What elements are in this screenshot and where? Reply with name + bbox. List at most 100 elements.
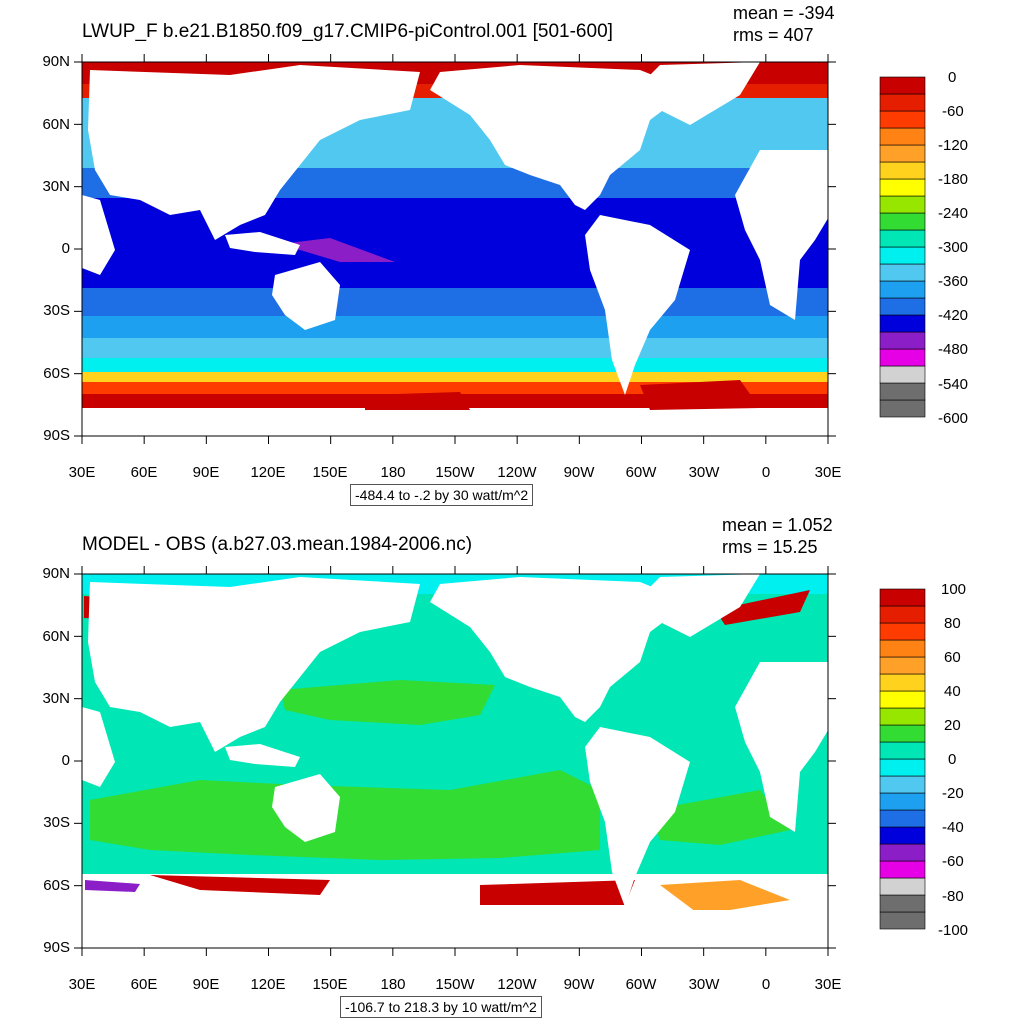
cb2-label: -20	[942, 785, 964, 802]
colorbar-box	[879, 724, 926, 743]
p2-lat-label: 90N	[42, 565, 70, 582]
colorbar-box	[879, 877, 926, 896]
panel2-map	[81, 573, 830, 949]
cb1-label: -600	[938, 410, 969, 427]
colorbar-box	[879, 246, 926, 265]
cb2-label: -60	[942, 853, 964, 870]
colorbar-box	[879, 195, 926, 214]
p2-lon-label: 30E	[814, 976, 842, 993]
cb2-label: 0	[948, 751, 957, 768]
p2-lon-label: 120W	[497, 976, 537, 993]
panel2-colorbar	[879, 588, 926, 930]
p2-lat-label: 30S	[43, 814, 70, 831]
colorbar-box	[879, 622, 926, 641]
colorbar-box	[879, 673, 926, 692]
p1-lon-label: 30E	[68, 464, 96, 481]
colorbar-box	[879, 860, 926, 879]
p1-lon-label: 120E	[250, 464, 286, 481]
panel1-contour-range: -484.4 to -.2 by 30 watt/m^2	[350, 484, 534, 506]
p2-lon-label: 90W	[563, 976, 595, 993]
colorbar-box	[879, 297, 926, 316]
p1-lon-label: 30E	[814, 464, 842, 481]
p2-lon-label: 0	[761, 976, 771, 993]
p2-lat-label: 0	[61, 752, 70, 769]
p1-lat-label: 0	[61, 240, 70, 257]
cb2-label: -100	[938, 922, 969, 939]
colorbar-box	[879, 382, 926, 401]
p2-lon-label: 180	[380, 976, 406, 993]
cb2-label: -80	[942, 888, 964, 905]
colorbar-box	[879, 110, 926, 129]
p1-lon-label: 180	[380, 464, 406, 481]
p1-lon-label: 120W	[497, 464, 537, 481]
p2-lon-label: 60E	[130, 976, 158, 993]
p2-lon-label: 30E	[68, 976, 96, 993]
colorbar-box	[879, 178, 926, 197]
panel1-rms: rms = 407	[733, 25, 814, 45]
p2-lat-label: 60S	[43, 877, 70, 894]
cb2-label: -40	[942, 819, 964, 836]
colorbar-box	[879, 707, 926, 726]
colorbar-box	[879, 212, 926, 231]
colorbar-box	[879, 775, 926, 794]
cb2-label: 100	[941, 581, 967, 598]
p1-lat-label: 60S	[43, 365, 70, 382]
colorbar-box	[879, 314, 926, 333]
colorbar-box	[879, 127, 926, 146]
panel2-mean: mean = 1.052	[722, 515, 833, 535]
p1-lon-label: 90W	[563, 464, 595, 481]
colorbar-box	[879, 93, 926, 112]
p2-lon-label: 60W	[625, 976, 657, 993]
cb1-label: -540	[938, 376, 969, 393]
cb2-label: 40	[944, 683, 961, 700]
colorbar-box	[879, 741, 926, 760]
colorbar-box	[879, 639, 926, 658]
p2-lon-label: 120E	[250, 976, 286, 993]
colorbar-box	[879, 605, 926, 624]
cb1-label: -360	[938, 273, 969, 290]
cb1-label: 0	[948, 69, 957, 86]
cb2-label: 60	[944, 649, 961, 666]
p2-lon-label: 90E	[192, 976, 220, 993]
p2-lon-label: 30W	[688, 976, 720, 993]
cb1-label: -420	[938, 307, 969, 324]
panel1-mean: mean = -394	[733, 3, 835, 23]
panel1-title: LWUP_F b.e21.B1850.f09_g17.CMIP6-piContr…	[82, 21, 613, 42]
p2-lat-label: 60N	[42, 628, 70, 645]
colorbar-box	[879, 826, 926, 845]
colorbar-box	[879, 588, 926, 607]
p1-lon-label: 0	[761, 464, 771, 481]
panel2-title: MODEL - OBS (a.b27.03.mean.1984-2006.nc)	[82, 534, 473, 555]
p2-lon-label: 150W	[435, 976, 475, 993]
colorbar-box	[879, 348, 926, 367]
colorbar-box	[879, 365, 926, 384]
panel2-contour-range: -106.7 to 218.3 by 10 watt/m^2	[340, 996, 542, 1018]
cb1-label: -480	[938, 341, 969, 358]
cb2-label: 20	[944, 717, 961, 734]
cb1-label: -300	[938, 239, 969, 256]
panel1-map	[81, 61, 830, 437]
p1-lat-label: 90S	[43, 427, 70, 444]
cb2-label: 80	[944, 615, 961, 632]
colorbar-box	[879, 809, 926, 828]
panel1-ticks	[74, 54, 836, 444]
colorbar-box	[879, 263, 926, 282]
cb1-label: -60	[942, 103, 964, 120]
panel1-colorbar	[879, 76, 926, 418]
panel2-rms: rms = 15.25	[722, 537, 818, 557]
colorbar-box	[879, 656, 926, 675]
cb1-label: -120	[938, 137, 969, 154]
p1-lat-label: 60N	[42, 116, 70, 133]
p1-lon-label: 30W	[688, 464, 720, 481]
colorbar-box	[879, 792, 926, 811]
p2-lat-label: 90S	[43, 939, 70, 956]
p1-lat-label: 30N	[42, 178, 70, 195]
colorbar-box	[879, 144, 926, 163]
colorbar-box	[879, 894, 926, 913]
colorbar-box	[879, 399, 926, 418]
colorbar-box	[879, 911, 926, 930]
colorbar-box	[879, 161, 926, 180]
p2-lat-label: 30N	[42, 690, 70, 707]
p1-lon-label: 60E	[130, 464, 158, 481]
